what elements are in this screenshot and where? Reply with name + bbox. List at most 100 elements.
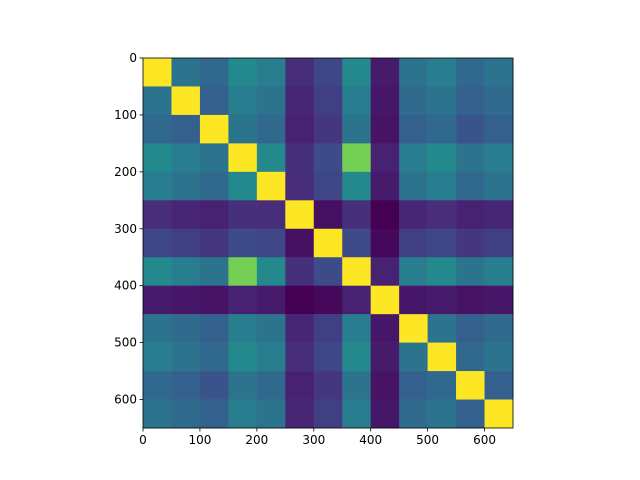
heatmap-cell xyxy=(171,86,201,116)
heatmap-cell xyxy=(399,200,428,230)
heatmap-cell xyxy=(399,143,428,173)
heatmap-cell xyxy=(342,171,371,201)
heatmap-cell xyxy=(228,58,258,87)
heatmap-cell xyxy=(456,171,485,201)
heatmap-cell xyxy=(370,228,400,258)
heatmap-cell xyxy=(285,228,315,258)
heatmap-cell xyxy=(228,285,258,315)
heatmap-cell xyxy=(143,342,172,372)
heatmap-cell xyxy=(199,399,229,429)
heatmap-cell xyxy=(427,399,457,429)
y-tick-label: 600 xyxy=(114,393,137,407)
heatmap-cell xyxy=(484,314,514,343)
heatmap-cell xyxy=(370,143,400,173)
heatmap-cell xyxy=(199,314,229,343)
heatmap-cell xyxy=(370,314,400,343)
heatmap-cell xyxy=(199,143,229,173)
heatmap-cell xyxy=(256,228,286,258)
heatmap-cell xyxy=(399,399,428,429)
heatmap-cell xyxy=(484,114,514,144)
heatmap-cell xyxy=(199,285,229,315)
heatmap-cell xyxy=(484,200,514,230)
heatmap-cell xyxy=(285,285,315,315)
heatmap-cell xyxy=(427,86,457,116)
heatmap-cell xyxy=(228,228,258,258)
heatmap-cell xyxy=(342,58,371,87)
heatmap-cell xyxy=(228,257,258,286)
heatmap-cell xyxy=(484,86,514,116)
heatmap-cell xyxy=(342,257,371,286)
heatmap-cell xyxy=(313,342,343,372)
heatmap-cell xyxy=(285,58,315,87)
heatmap-cell xyxy=(143,314,172,343)
heatmap-cell xyxy=(143,371,172,400)
heatmap-cell xyxy=(484,58,514,87)
heatmap-cell xyxy=(171,200,201,230)
heatmap-cell xyxy=(313,285,343,315)
heatmap-cell xyxy=(256,371,286,400)
x-tick-label: 600 xyxy=(473,433,496,447)
axes-frame xyxy=(142,57,514,429)
heatmap-cell xyxy=(285,200,315,230)
heatmap-cell xyxy=(456,86,485,116)
heatmap-cell xyxy=(313,371,343,400)
heatmap-cell xyxy=(484,285,514,315)
heatmap-cell xyxy=(256,58,286,87)
heatmap-cell xyxy=(427,371,457,400)
heatmap-cell xyxy=(342,285,371,315)
heatmap-cell xyxy=(399,86,428,116)
heatmap-cell xyxy=(199,228,229,258)
heatmap-cell xyxy=(228,114,258,144)
heatmap-cell xyxy=(171,314,201,343)
heatmap-cell xyxy=(370,86,400,116)
heatmap-cell xyxy=(342,342,371,372)
heatmap-cell xyxy=(228,143,258,173)
heatmap-cell xyxy=(313,399,343,429)
heatmap-cell xyxy=(285,86,315,116)
heatmap-cell xyxy=(256,285,286,315)
heatmap-cell xyxy=(285,342,315,372)
heatmap-cell xyxy=(313,200,343,230)
heatmap-cell xyxy=(199,200,229,230)
x-tick-label: 0 xyxy=(139,433,147,447)
heatmap-cell xyxy=(199,114,229,144)
heatmap-cell xyxy=(171,171,201,201)
y-tick-label: 200 xyxy=(114,165,137,179)
heatmap-cell xyxy=(199,86,229,116)
heatmap-cell xyxy=(370,58,400,87)
heatmap-cell xyxy=(313,114,343,144)
heatmap-cell xyxy=(228,371,258,400)
heatmap-cell xyxy=(399,114,428,144)
heatmap-cell xyxy=(285,257,315,286)
heatmap-cell xyxy=(143,200,172,230)
heatmap-cell xyxy=(313,228,343,258)
heatmap-cell xyxy=(370,399,400,429)
heatmap-cell xyxy=(427,285,457,315)
heatmap-cell xyxy=(370,342,400,372)
heatmap-cell xyxy=(313,257,343,286)
heatmap-cell xyxy=(171,342,201,372)
heatmap-cell xyxy=(199,171,229,201)
heatmap-cell xyxy=(484,342,514,372)
heatmap-cell xyxy=(171,228,201,258)
y-tick-label: 400 xyxy=(114,279,137,293)
heatmap-cell xyxy=(399,171,428,201)
heatmap-cell xyxy=(313,171,343,201)
heatmap-cell xyxy=(285,371,315,400)
heatmap-cell xyxy=(342,371,371,400)
heatmap-cell xyxy=(285,314,315,343)
heatmap-cell xyxy=(342,399,371,429)
heatmap-cell xyxy=(171,58,201,87)
heatmap-cell xyxy=(285,143,315,173)
heatmap-cell xyxy=(228,399,258,429)
heatmap-cell xyxy=(143,114,172,144)
heatmap-cell xyxy=(228,171,258,201)
heatmap-cell xyxy=(456,342,485,372)
heatmap-cell xyxy=(171,257,201,286)
heatmap-cell xyxy=(199,257,229,286)
heatmap-cell xyxy=(427,257,457,286)
heatmap-cell xyxy=(456,371,485,400)
heatmap-cell xyxy=(285,171,315,201)
heatmap-cell xyxy=(342,86,371,116)
heatmap-cell xyxy=(427,58,457,87)
